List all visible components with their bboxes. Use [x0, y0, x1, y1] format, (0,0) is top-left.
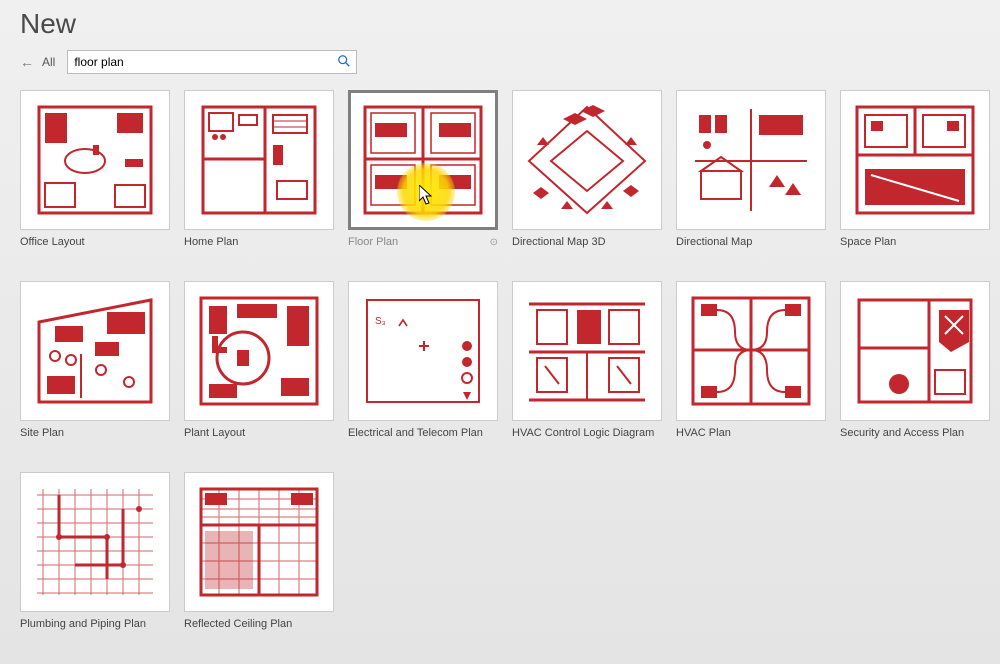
search-row: ← All	[0, 44, 1000, 86]
template-tile-hvac-plan[interactable]: HVAC Plan	[676, 281, 826, 440]
search-input[interactable]	[67, 50, 357, 74]
template-label: Home Plan	[184, 236, 334, 249]
template-label: Plant Layout	[184, 427, 334, 440]
pin-icon[interactable]: ⊙	[490, 237, 498, 248]
template-label: Space Plan	[840, 236, 990, 249]
template-tile-office-layout[interactable]: Office Layout	[20, 90, 170, 249]
template-thumb	[348, 90, 498, 230]
template-tile-directional-map-3d[interactable]: Directional Map 3D	[512, 90, 662, 249]
template-tile-plant-layout[interactable]: Plant Layout	[184, 281, 334, 440]
template-label: Site Plan	[20, 427, 170, 440]
template-thumb: S₃	[348, 281, 498, 421]
template-tile-floor-plan[interactable]: Floor Plan ⊙	[348, 90, 498, 249]
template-label: Security and Access Plan	[840, 427, 990, 440]
template-label: Directional Map	[676, 236, 826, 249]
template-thumb	[676, 281, 826, 421]
page-title: New	[20, 8, 980, 40]
template-thumb	[184, 281, 334, 421]
template-thumb	[184, 472, 334, 612]
template-tile-plumbing-piping[interactable]: Plumbing and Piping Plan	[20, 472, 170, 631]
template-label: Directional Map 3D	[512, 236, 662, 249]
template-label: Office Layout	[20, 236, 170, 249]
template-thumb	[20, 90, 170, 230]
template-thumb	[20, 472, 170, 612]
svg-text:S₃: S₃	[375, 316, 386, 327]
template-thumb	[184, 90, 334, 230]
search-icon[interactable]	[337, 54, 351, 71]
template-thumb	[512, 281, 662, 421]
template-thumb	[840, 90, 990, 230]
template-thumb	[20, 281, 170, 421]
search-box	[67, 50, 357, 74]
back-arrow-icon[interactable]: ←	[20, 54, 34, 70]
template-thumb	[512, 90, 662, 230]
template-tile-reflected-ceiling[interactable]: Reflected Ceiling Plan	[184, 472, 334, 631]
template-tile-electrical-telecom[interactable]: S₃ Electrical and Telecom Plan	[348, 281, 498, 440]
template-label: HVAC Control Logic Diagram	[512, 427, 662, 440]
template-tile-hvac-control-logic[interactable]: HVAC Control Logic Diagram	[512, 281, 662, 440]
template-tile-home-plan[interactable]: Home Plan	[184, 90, 334, 249]
template-label: Floor Plan	[348, 236, 398, 249]
template-grid: Office Layout Home Plan	[0, 86, 1000, 636]
template-thumb	[840, 281, 990, 421]
template-tile-security-access[interactable]: Security and Access Plan	[840, 281, 990, 440]
template-tile-space-plan[interactable]: Space Plan	[840, 90, 990, 249]
template-thumb	[676, 90, 826, 230]
template-tile-directional-map[interactable]: Directional Map	[676, 90, 826, 249]
search-scope-label[interactable]: All	[42, 55, 55, 69]
template-label: Plumbing and Piping Plan	[20, 618, 170, 631]
template-label: HVAC Plan	[676, 427, 826, 440]
template-label: Electrical and Telecom Plan	[348, 427, 498, 440]
template-tile-site-plan[interactable]: Site Plan	[20, 281, 170, 440]
template-label: Reflected Ceiling Plan	[184, 618, 334, 631]
